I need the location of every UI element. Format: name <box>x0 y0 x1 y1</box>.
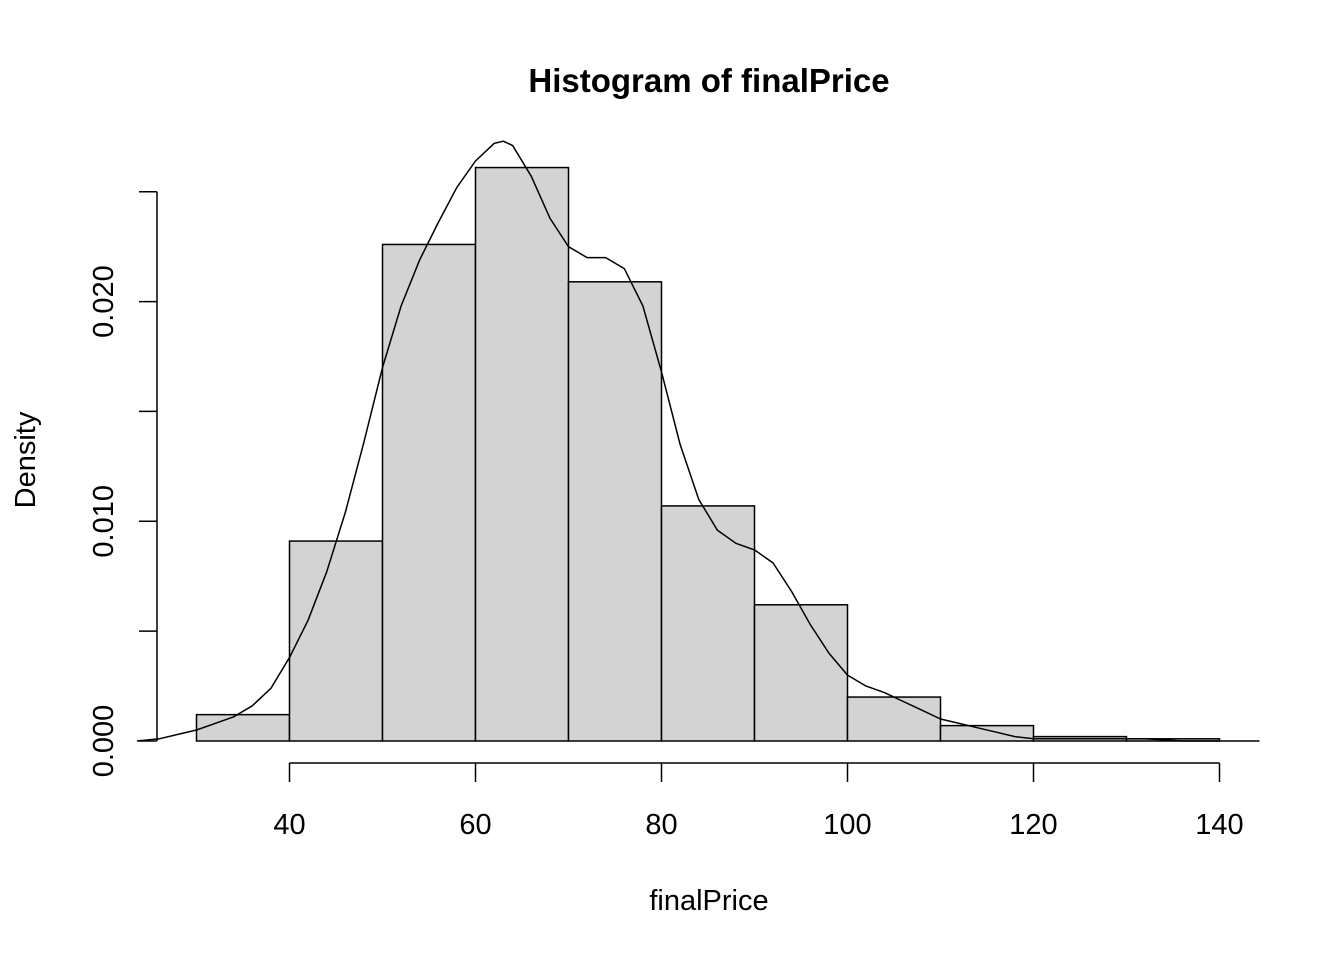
histogram-bar <box>195 713 291 742</box>
x-axis-label: finalPrice <box>649 885 768 917</box>
histogram-bar <box>474 166 570 742</box>
x-tick-label: 60 <box>459 809 491 841</box>
y-tick-label: 0.010 <box>88 485 120 558</box>
y-tick-label: 0.020 <box>88 265 120 338</box>
histogram-bar <box>567 281 663 742</box>
y-axis: 0.000 0.010 0.020 <box>88 190 158 778</box>
histogram-bar <box>381 243 477 742</box>
chart-title: Histogram of finalPrice <box>528 62 889 99</box>
x-tick-label: 100 <box>823 809 871 841</box>
histogram-bar <box>753 604 849 742</box>
x-tick-label: 120 <box>1009 809 1057 841</box>
histogram-bar <box>846 696 942 742</box>
histogram-bar <box>660 505 756 742</box>
density-curve-group <box>136 140 1260 742</box>
y-tick-label: 0.000 <box>88 705 120 778</box>
x-tick-label: 140 <box>1195 809 1243 841</box>
bars-group <box>195 166 1221 742</box>
x-axis: 40 60 80 100 120 140 <box>273 762 1244 841</box>
density-curve <box>136 140 1260 742</box>
histogram-bar <box>288 540 384 742</box>
x-tick-label: 40 <box>273 809 305 841</box>
y-axis-label: Density <box>10 411 42 508</box>
histogram-bar <box>939 724 1035 742</box>
x-tick-label: 80 <box>645 809 677 841</box>
